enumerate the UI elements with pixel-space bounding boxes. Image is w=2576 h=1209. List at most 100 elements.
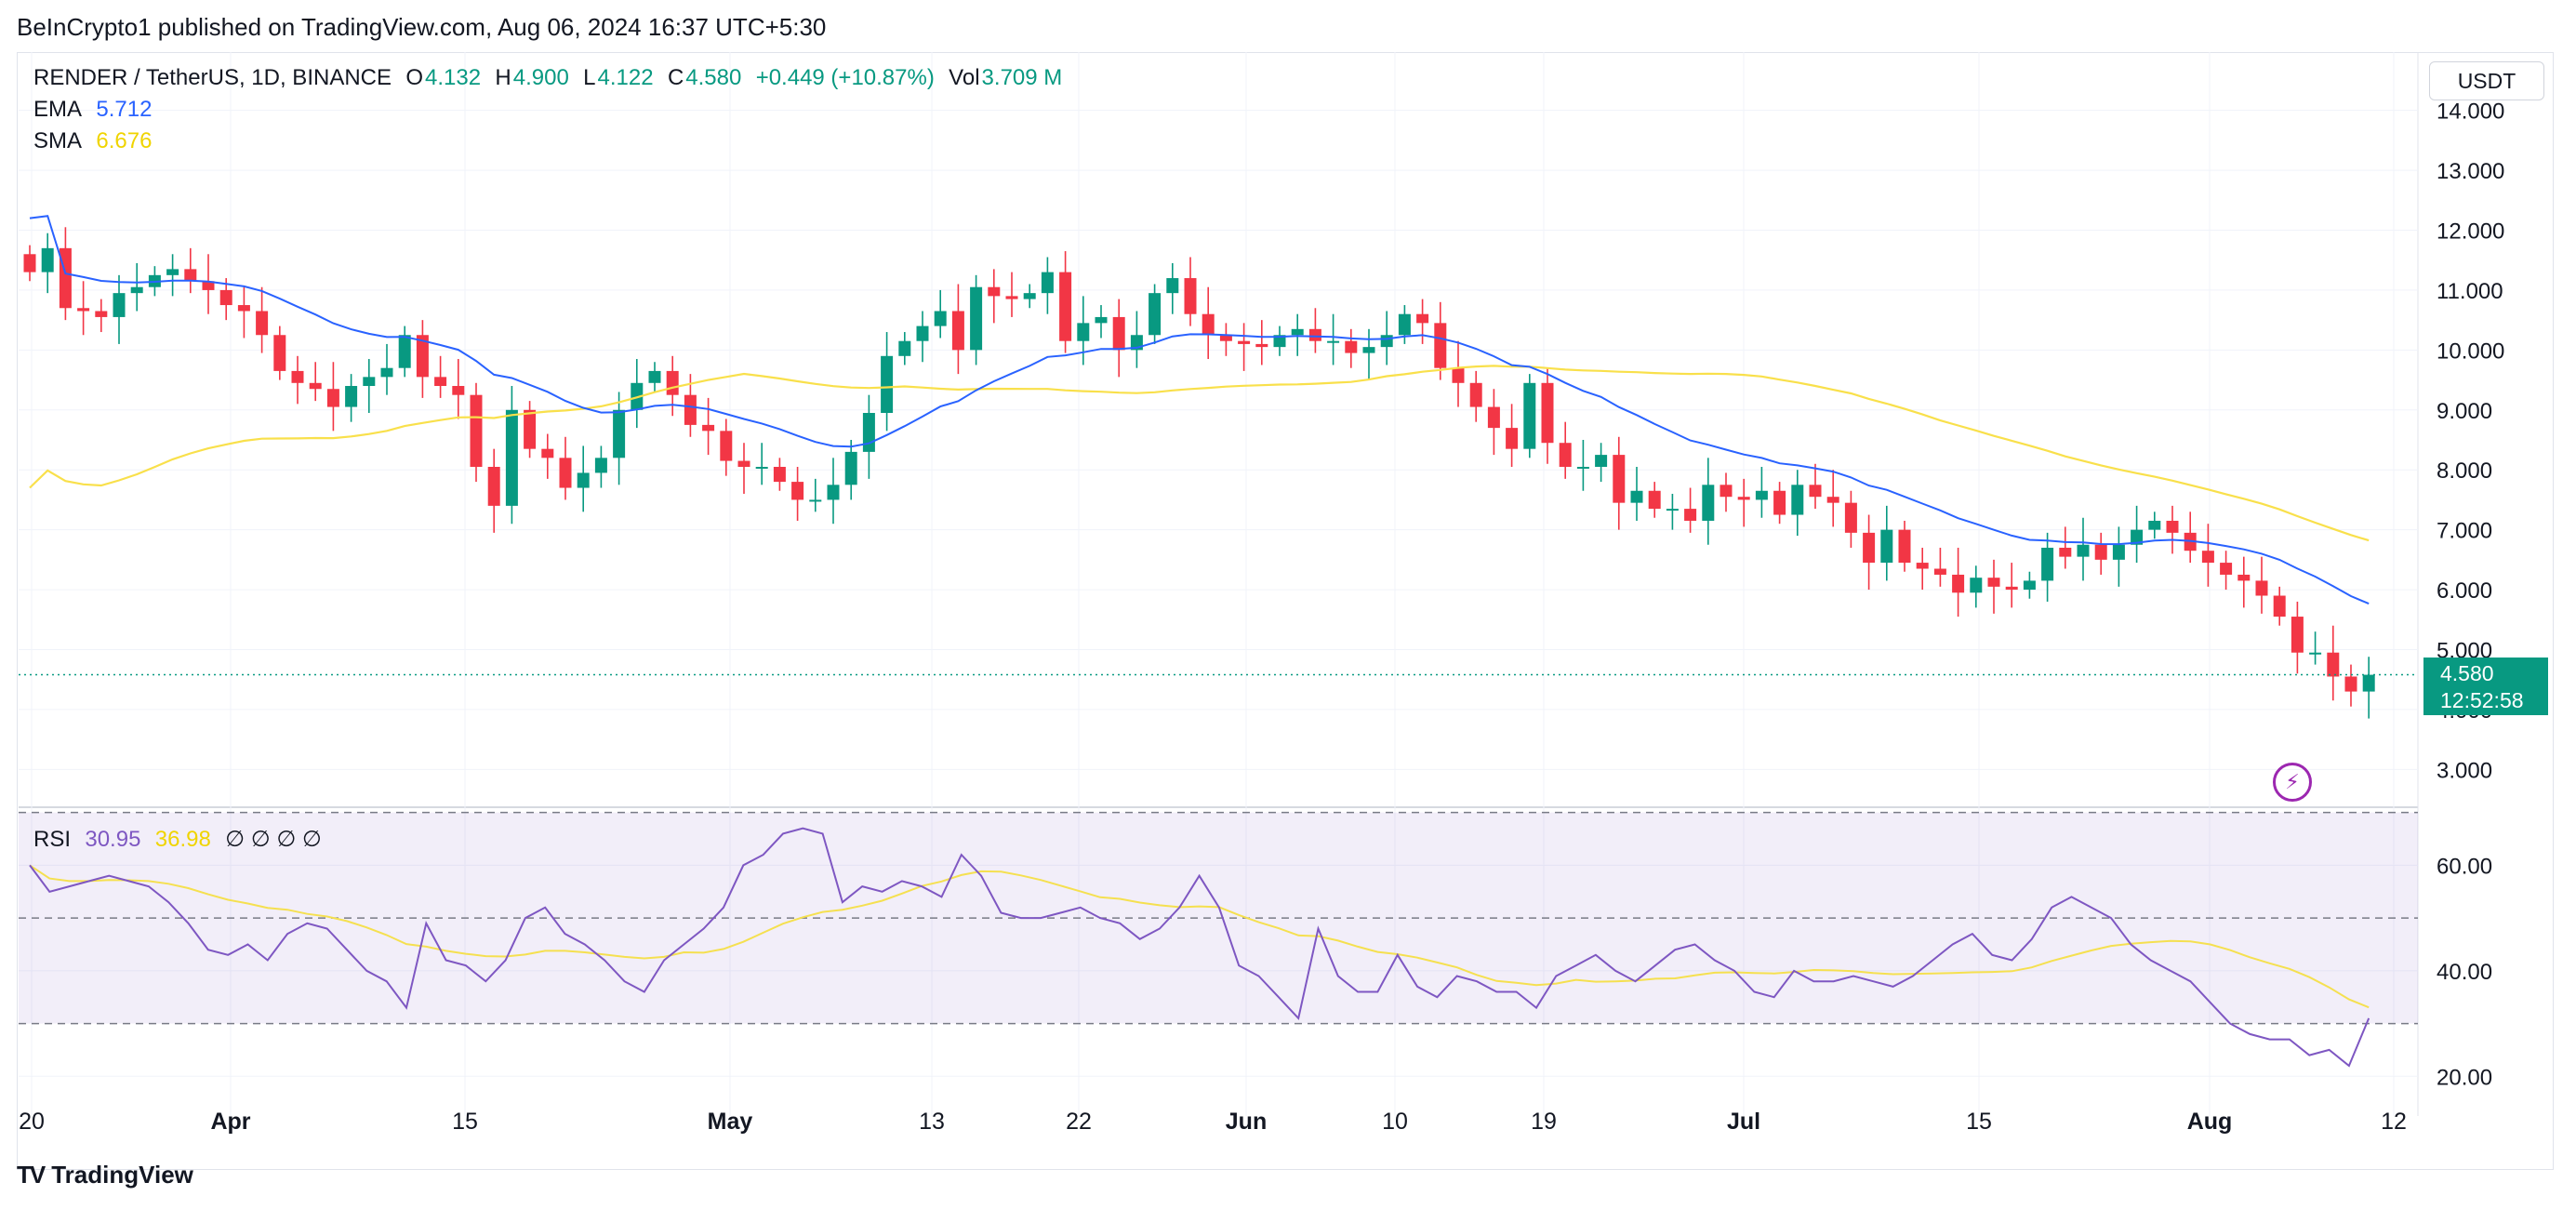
y-tick-label: 3.000 xyxy=(2437,758,2492,783)
rsi-ma-line xyxy=(29,864,2370,1009)
rsi-extra: ∅ ∅ ∅ ∅ xyxy=(225,827,322,852)
ema-value: 5.712 xyxy=(96,97,153,122)
candle-body xyxy=(237,305,250,312)
candle-body xyxy=(23,254,36,272)
x-tick-label: Apr xyxy=(210,1109,250,1135)
candle-body xyxy=(1844,502,1857,533)
candle-body xyxy=(1720,485,1733,498)
ema-legend[interactable]: EMA 5.712 xyxy=(33,97,153,123)
candle-body xyxy=(219,289,232,306)
candle-body xyxy=(1362,347,1375,353)
candle-body xyxy=(452,386,465,395)
candle-body xyxy=(1506,428,1519,449)
x-tick-label: 10 xyxy=(1382,1109,1408,1135)
candles xyxy=(23,227,2375,719)
candle-body xyxy=(755,466,768,469)
candle-body xyxy=(1809,485,1822,498)
candle-body xyxy=(791,482,804,500)
candle-body xyxy=(1541,382,1554,444)
candle-body xyxy=(1952,574,1965,593)
candle-body xyxy=(363,377,376,387)
candle-body xyxy=(1648,490,1661,510)
candle-body xyxy=(1880,529,1893,564)
y-tick-label: 9.000 xyxy=(2437,399,2492,424)
candle-body xyxy=(2201,551,2214,564)
x-tick-label: 13 xyxy=(919,1109,945,1135)
currency-button[interactable]: USDT xyxy=(2429,61,2544,100)
y-tick-label: 6.000 xyxy=(2437,578,2492,604)
candle-body xyxy=(2005,586,2018,591)
candle-body xyxy=(1469,382,1482,407)
candle-body xyxy=(988,286,1001,297)
candle-body xyxy=(130,286,143,294)
candle-body xyxy=(41,247,54,272)
candle-body xyxy=(2023,580,2036,591)
candle-body xyxy=(380,367,393,378)
bar-countdown: 12:52:58 xyxy=(2440,688,2524,712)
candle-body xyxy=(1380,335,1393,348)
candle-body xyxy=(1737,497,1750,500)
candle-body xyxy=(309,382,322,390)
candle-body xyxy=(1166,278,1179,294)
x-tick-label: 19 xyxy=(1531,1109,1557,1135)
candle-body xyxy=(1095,316,1108,324)
candle-body xyxy=(202,281,215,290)
candle-body xyxy=(1202,313,1215,336)
rsi-ma-value: 36.98 xyxy=(154,827,211,852)
rsi-label: RSI xyxy=(33,827,72,852)
candle-body xyxy=(505,409,518,506)
x-tick-label: May xyxy=(708,1109,753,1135)
candle-body xyxy=(113,293,126,317)
low-value: 4.122 xyxy=(597,65,654,90)
candle-body xyxy=(434,377,447,387)
candle-body xyxy=(1916,563,1929,569)
candle-body xyxy=(1273,335,1286,348)
candle-body xyxy=(1416,313,1429,324)
candle-body xyxy=(2077,544,2090,557)
y-axis: 3.0004.0005.0006.0007.0008.0009.00010.00… xyxy=(2437,100,2504,1091)
candle-body xyxy=(613,409,626,458)
sma-line xyxy=(29,365,2370,542)
candle-body xyxy=(1059,272,1072,341)
tradingview-logo-icon: TV xyxy=(17,1161,46,1189)
sma-legend[interactable]: SMA 6.676 xyxy=(33,128,153,154)
x-tick-label: 22 xyxy=(1066,1109,1092,1135)
tradingview-footer[interactable]: TV TradingView xyxy=(17,1161,193,1189)
candle-body xyxy=(1452,367,1465,383)
candle-body xyxy=(881,355,894,414)
candle-body xyxy=(1219,335,1232,341)
candle-body xyxy=(1863,532,1876,564)
lightning-icon[interactable]: ⚡ xyxy=(2273,763,2312,802)
published-caption: BeInCrypto1 published on TradingView.com… xyxy=(17,13,827,41)
candle-body xyxy=(559,458,572,488)
x-tick-label: Jul xyxy=(1727,1109,1760,1135)
symbol-label[interactable]: RENDER / TetherUS, 1D, BINANCE xyxy=(33,65,392,90)
candle-body xyxy=(77,308,90,312)
candle-body xyxy=(2041,547,2054,581)
candle-body xyxy=(487,466,500,506)
rsi-tick-label: 60.00 xyxy=(2437,854,2492,879)
current-price: 4.580 xyxy=(2440,661,2494,685)
candle-body xyxy=(2112,544,2125,560)
y-tick-label: 7.000 xyxy=(2437,519,2492,544)
rsi-value: 30.95 xyxy=(85,827,141,852)
candle-body xyxy=(416,335,429,378)
candle-body xyxy=(1755,490,1768,500)
candle-body xyxy=(470,394,483,467)
candle-body xyxy=(684,394,697,425)
candle-body xyxy=(273,335,286,371)
candle-body xyxy=(809,499,822,502)
chart-frame xyxy=(17,52,2554,1170)
y-tick-label: 8.000 xyxy=(2437,458,2492,484)
candle-body xyxy=(1487,406,1500,429)
candle-body xyxy=(1523,382,1536,449)
candle-body xyxy=(1970,578,1983,593)
candle-body xyxy=(844,451,857,485)
close-value: 4.580 xyxy=(685,65,742,90)
rsi-legend[interactable]: RSI 30.95 36.98 ∅ ∅ ∅ ∅ xyxy=(33,826,324,853)
candle-body xyxy=(1327,340,1340,343)
candle-body xyxy=(648,370,661,383)
x-tick-label: Aug xyxy=(2187,1109,2233,1135)
candle-body xyxy=(2362,674,2375,692)
